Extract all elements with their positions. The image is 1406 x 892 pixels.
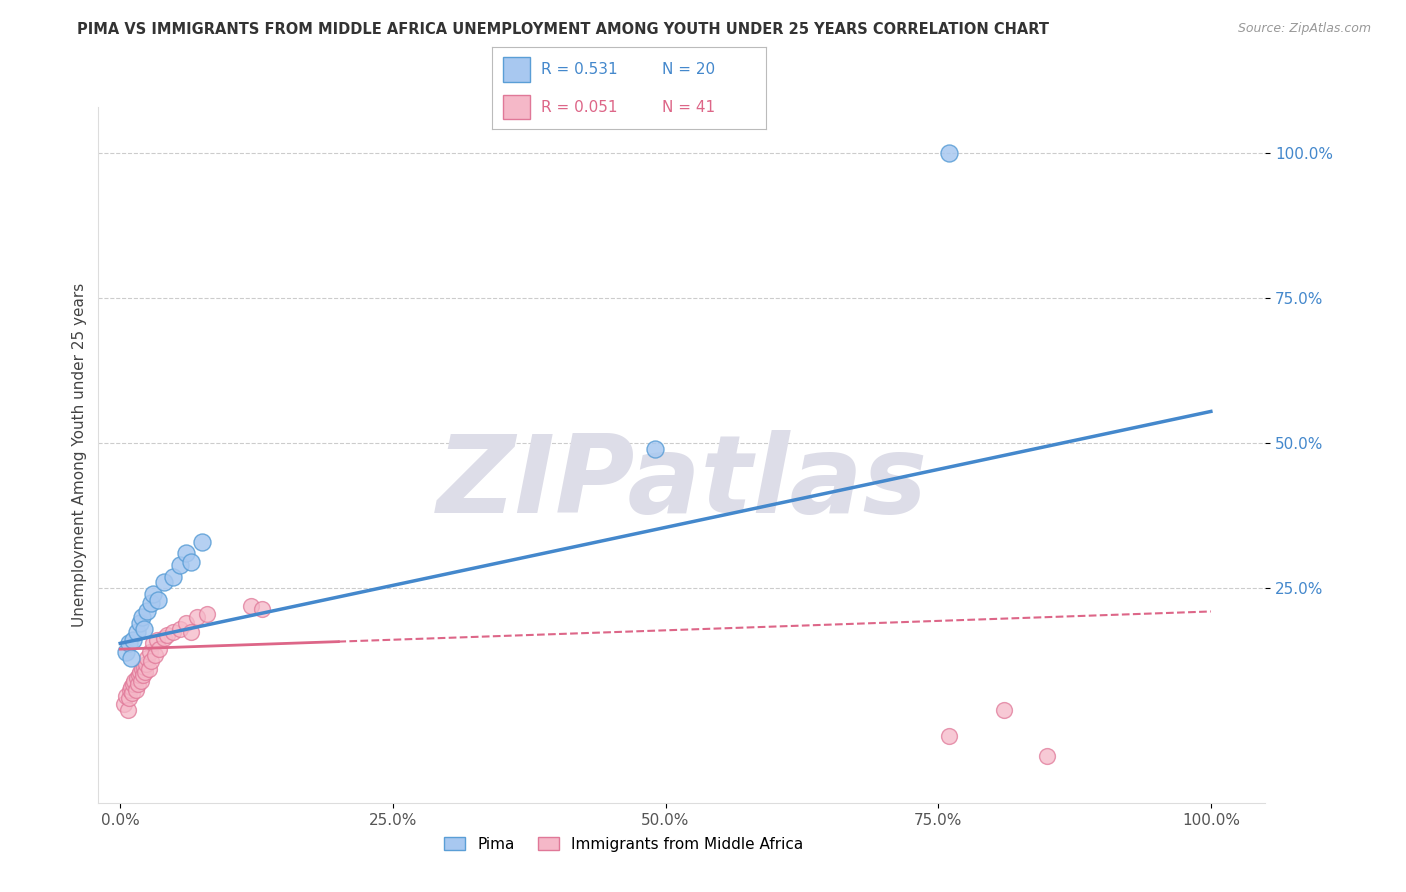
Point [118,636,141,650]
Point [117,703,139,717]
Point [240,599,263,613]
Point [191,534,214,549]
Point [135,657,157,671]
Point [128,668,150,682]
Point [153,631,176,645]
Bar [503,57,530,82]
Point [142,636,165,650]
Text: ZIPatlas: ZIPatlas [436,430,928,536]
Point [122,677,145,691]
Point [148,592,170,607]
Point [142,587,165,601]
Point [128,615,150,630]
Point [138,645,160,659]
Point [186,610,208,624]
Point [134,622,156,636]
Point [124,682,146,697]
Text: Source: ZipAtlas.com: Source: ZipAtlas.com [1237,22,1371,36]
Point [143,648,166,662]
Point [993,703,1015,717]
Point [131,662,153,677]
Point [162,624,184,639]
Bar [503,95,530,120]
Text: N = 20: N = 20 [662,62,716,77]
Point [114,689,136,703]
Point [112,698,135,712]
Point [644,442,666,456]
Point [169,622,191,636]
Point [136,605,159,619]
Y-axis label: Unemployment Among Youth under 25 years: Unemployment Among Youth under 25 years [72,283,87,627]
Point [121,685,143,699]
Point [125,671,148,685]
Point [156,628,179,642]
Point [148,642,170,657]
Point [132,668,155,682]
Text: R = 0.531: R = 0.531 [541,62,619,77]
Point [250,601,273,615]
Point [131,610,153,624]
Point [118,682,141,697]
Point [174,615,197,630]
Point [169,558,191,573]
Point [128,665,150,680]
Point [162,570,184,584]
Point [124,674,146,689]
Point [139,654,162,668]
Point [174,546,197,561]
Point [1036,749,1059,764]
Point [136,651,159,665]
Legend: Pima, Immigrants from Middle Africa: Pima, Immigrants from Middle Africa [437,830,810,858]
Point [153,575,176,590]
Point [122,633,145,648]
Point [180,624,202,639]
Point [120,651,142,665]
Point [125,624,148,639]
Point [118,691,141,706]
Point [138,662,160,677]
Point [120,680,142,694]
Point [146,633,169,648]
Point [938,729,960,743]
Point [129,674,152,689]
Point [139,596,162,610]
Point [127,677,149,691]
Text: R = 0.051: R = 0.051 [541,100,619,115]
Point [134,665,156,680]
Point [938,146,960,161]
Point [134,659,156,673]
Point [114,645,136,659]
Point [180,555,202,569]
Text: PIMA VS IMMIGRANTS FROM MIDDLE AFRICA UNEMPLOYMENT AMONG YOUTH UNDER 25 YEARS CO: PIMA VS IMMIGRANTS FROM MIDDLE AFRICA UN… [77,22,1049,37]
Text: N = 41: N = 41 [662,100,716,115]
Point [197,607,219,622]
